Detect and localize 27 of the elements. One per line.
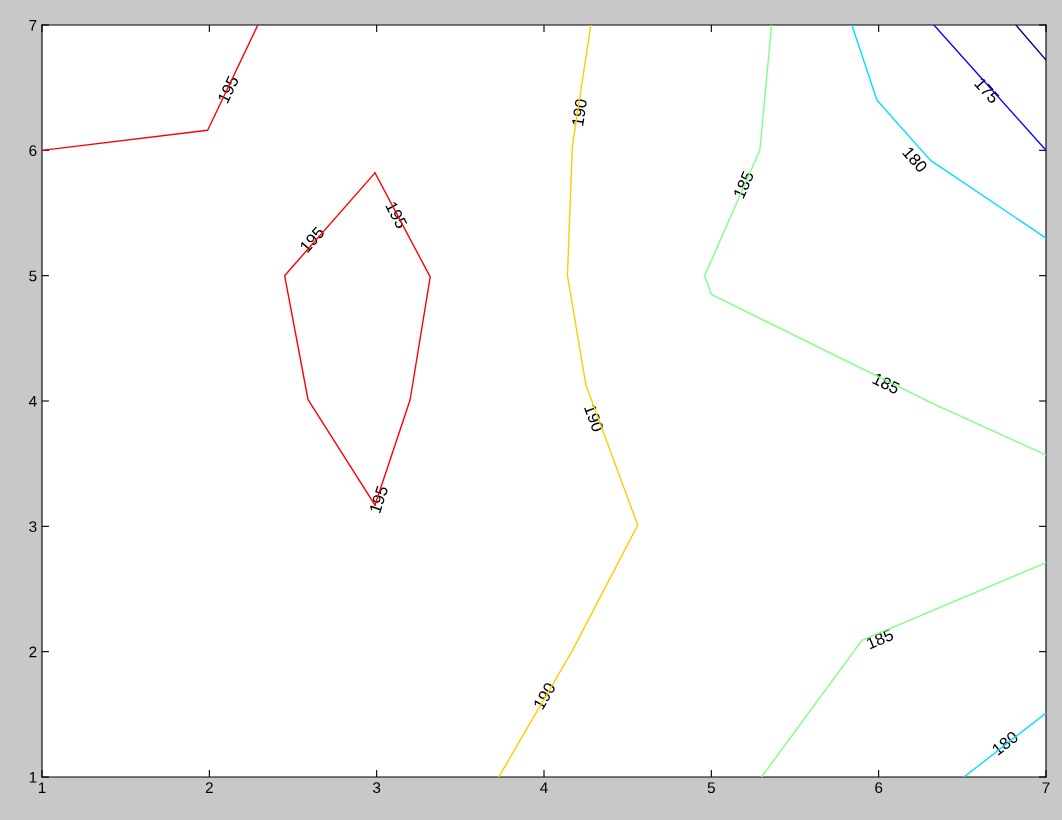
y-tick-label: 4: [28, 396, 37, 407]
x-tick-label: 5: [707, 782, 715, 794]
x-tick-label: 6: [875, 782, 883, 794]
annotation: 190: [571, 98, 588, 126]
x-tick-label: 2: [205, 782, 213, 793]
x-tick-label: 4: [540, 782, 548, 793]
x-tick-label: 7: [1042, 782, 1050, 793]
annotation: 190: [532, 681, 557, 710]
y-tick-label: 1: [29, 772, 37, 783]
x-tick-label: 3: [373, 782, 381, 794]
annotation: 190: [583, 404, 604, 433]
y-tick-label: 7: [29, 20, 37, 31]
x-tick-label: 1: [38, 782, 46, 793]
y-tick-label: 6: [29, 145, 37, 157]
annotation: 185: [872, 372, 901, 395]
annotation: 180: [991, 730, 1020, 756]
annotation: 185: [865, 628, 895, 650]
annotation: 195: [217, 75, 240, 104]
y-tick-label: 3: [29, 521, 37, 533]
y-tick-label: 2: [29, 646, 37, 658]
y-tick-label: 5: [29, 270, 37, 282]
annotation: 195: [385, 200, 408, 230]
annotation: 195: [369, 485, 389, 514]
annotation: 195: [299, 225, 326, 254]
annotation: 180: [902, 146, 929, 174]
annotation: 175: [974, 77, 1000, 105]
annotation: 185: [733, 170, 755, 199]
